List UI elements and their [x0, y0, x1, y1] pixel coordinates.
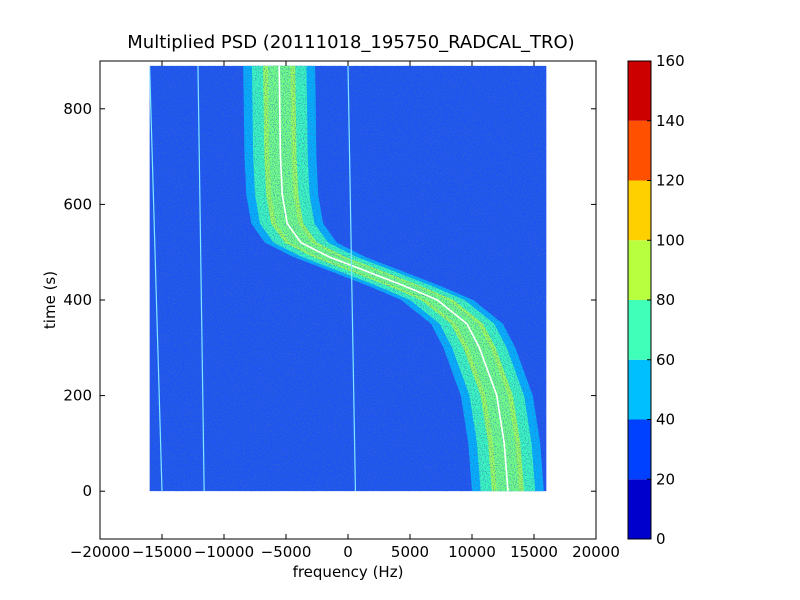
x-axis-label: frequency (Hz) — [293, 563, 404, 581]
colorbar-segment — [628, 419, 651, 480]
y-tick-label: 800 — [63, 100, 92, 118]
y-tick-label: 0 — [82, 482, 92, 500]
x-tick-label: −10000 — [194, 543, 254, 561]
x-tick-label: 10000 — [448, 543, 496, 561]
colorbar-tick-label: 100 — [656, 231, 685, 249]
colorbar-tick-label: 160 — [656, 52, 685, 70]
y-axis-label: time (s) — [41, 271, 59, 329]
x-tick-label: −5000 — [261, 543, 312, 561]
y-tick-label: 200 — [63, 387, 92, 405]
noise-texture — [149, 65, 547, 492]
axes: −20000 −15000 −10000 −5000 0 5000 10000 15000 20… — [63, 60, 620, 561]
x-tick-label: 15000 — [510, 543, 558, 561]
colorbar-segment — [628, 240, 651, 300]
weak-line-1 — [149, 65, 163, 492]
y-tick-label: 600 — [63, 195, 92, 213]
colorbar-tick-label: 0 — [656, 530, 666, 548]
colorbar-segment — [628, 300, 651, 360]
x-tick-label: −15000 — [132, 543, 192, 561]
colorbar-segment — [628, 61, 651, 121]
y-tick-label: 400 — [63, 291, 92, 309]
colorbar-tick-label: 120 — [656, 172, 685, 190]
colorbar-segment — [628, 120, 651, 181]
signal-center-line — [278, 65, 509, 492]
x-tick-label: 5000 — [391, 543, 429, 561]
x-tick-label: 20000 — [572, 543, 620, 561]
colorbar-tick-label: 40 — [656, 411, 675, 429]
colorbar-tick-label: 140 — [656, 112, 685, 130]
colorbar-tick-label: 20 — [656, 470, 675, 488]
colorbar-segment — [628, 359, 651, 420]
colorbar-tick-label: 80 — [656, 291, 675, 309]
weak-line-3 — [347, 65, 357, 492]
colorbar: 0 20 40 60 80 100 120 140 160 — [627, 52, 685, 548]
x-tick-label: 0 — [343, 543, 353, 561]
heatmap — [149, 65, 547, 492]
colorbar-segment — [628, 180, 651, 241]
weak-line-2 — [197, 65, 205, 492]
chart-title: Multiplied PSD (20111018_195750_RADCAL_T… — [127, 32, 574, 53]
colorbar-segment — [628, 479, 651, 539]
x-tick-label: −20000 — [70, 543, 130, 561]
colorbar-tick-label: 60 — [656, 351, 675, 369]
plot-area — [149, 65, 547, 492]
